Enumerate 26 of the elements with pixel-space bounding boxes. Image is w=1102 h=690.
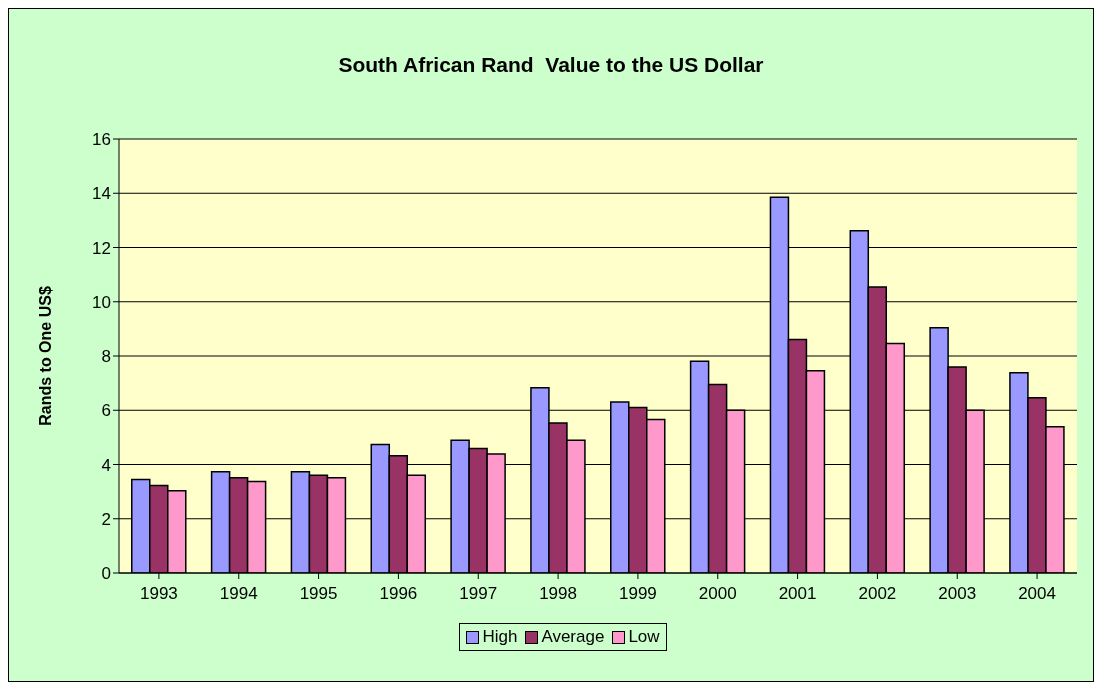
x-tick-label: 1997 (459, 584, 498, 604)
y-tick-label: 8 (101, 347, 111, 367)
y-tick-label: 16 (92, 130, 111, 150)
y-tick-label: 6 (101, 401, 111, 421)
x-tick-label: 1999 (619, 584, 657, 604)
legend-label: Average (540, 627, 605, 647)
y-tick-label: 4 (101, 455, 111, 475)
y-tick-label: 14 (92, 184, 111, 204)
legend-label: Low (627, 627, 660, 647)
y-tick-label: 10 (92, 292, 111, 312)
y-tick-label: 2 (101, 509, 111, 529)
legend-label: High (481, 627, 518, 647)
x-tick-label: 1994 (219, 584, 258, 604)
chart-title: South African Rand Value to the US Dollar (337, 53, 765, 77)
x-tick-label: 2000 (698, 584, 737, 604)
x-tick-label: 1996 (379, 584, 418, 604)
y-tick-label: 0 (101, 564, 111, 584)
x-tick-label: 1998 (539, 584, 577, 604)
x-tick-label: 2002 (858, 584, 897, 604)
y-axis-title: Rands to One US$ (36, 286, 54, 426)
x-tick-label: 2001 (778, 584, 817, 604)
y-tick-label: 12 (92, 238, 111, 258)
x-tick-label: 2003 (938, 584, 977, 604)
x-tick-label: 1993 (140, 584, 178, 604)
x-tick-label: 2004 (1018, 584, 1056, 604)
x-tick-label: 1995 (299, 584, 338, 604)
